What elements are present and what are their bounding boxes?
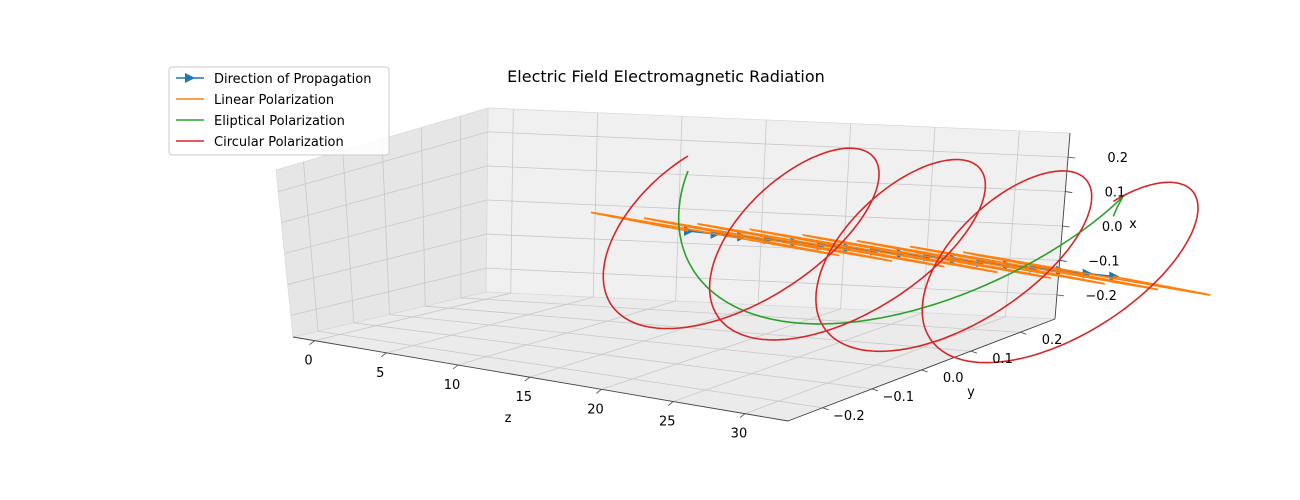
grid-line-x-side	[281, 165, 488, 223]
grid-line-y-floor	[317, 330, 823, 409]
z-tick-mark	[452, 364, 459, 370]
legend-label-propagation: Direction of Propagation	[214, 72, 372, 87]
legend-item-circular: Circular Polarization	[176, 135, 344, 150]
legend-label-circular: Circular Polarization	[214, 135, 344, 150]
z-tick-label: 25	[659, 415, 676, 430]
z-tick-mark	[596, 389, 602, 394]
series-line-linear	[590, 211, 1211, 296]
grid-line-x-side	[290, 267, 487, 316]
legend-marker-propagation	[185, 73, 195, 83]
grid-line-x-side	[284, 199, 488, 254]
x-axis-label: z	[505, 411, 512, 426]
grid-line-y-floor	[389, 314, 922, 371]
y-tick-label: 0.1	[992, 352, 1013, 367]
x-tick-label: 0.0	[1102, 220, 1123, 235]
y-tick-mark	[822, 407, 829, 411]
z-tick-label: 10	[444, 378, 461, 393]
x-tick-label: −0.1	[1088, 254, 1120, 269]
y-tick-label: −0.1	[882, 390, 914, 405]
y-tick-label: 0.2	[1042, 333, 1063, 348]
y-tick-mark	[1020, 331, 1027, 335]
grid-line-y-floor	[425, 305, 971, 352]
grid-line-x-side	[287, 233, 487, 285]
x-tick-label: −0.2	[1085, 289, 1117, 304]
x-tick-mark	[1062, 225, 1070, 228]
y-tick-label: −0.2	[833, 409, 865, 424]
y-axis-label: y	[967, 385, 975, 400]
legend-frame	[168, 66, 390, 156]
z-tick-label: 20	[587, 402, 604, 417]
z-tick-label: 30	[731, 427, 748, 442]
tick-labels: 0 5 10 15 20 25 30 −0.2 −0.1 0.0 0.1 0.2 −0.2 −0.1 0.0…	[304, 151, 1128, 442]
x-tick-mark	[1067, 156, 1076, 159]
x-tick-mark	[1059, 260, 1067, 262]
y-tick-mark	[970, 350, 978, 354]
grid-line-y-floor	[460, 297, 1021, 333]
series-line-elliptical	[677, 170, 1124, 325]
series-curves	[590, 147, 1211, 364]
grid-line-x-side	[278, 131, 488, 193]
z-tick-label: 15	[515, 390, 532, 405]
z-axis-label: x	[1129, 217, 1137, 232]
z-tick-mark	[667, 401, 674, 406]
legend-label-linear: Linear Polarization	[214, 93, 334, 108]
x-tick-mark	[1065, 191, 1073, 193]
grid-line-x-back	[486, 267, 1057, 296]
chart-title: Electric Field Electromagnetic Radiation	[507, 67, 825, 86]
x-tick-mark	[1056, 294, 1065, 297]
legend-item-elliptical: Eliptical Polarization	[176, 114, 345, 129]
y-tick-mark	[921, 369, 928, 373]
y-tick-label: 0.0	[943, 371, 964, 386]
series-line-circular	[602, 147, 1199, 364]
z-tick-mark	[309, 340, 315, 345]
grid-line-x-back	[487, 131, 1069, 158]
z-tick-label: 5	[376, 366, 384, 381]
z-tick-label: 0	[304, 354, 312, 369]
legend: Direction of Propagation Linear Polariza…	[168, 66, 390, 156]
z-axis-line	[292, 336, 789, 422]
legend-label-elliptical: Eliptical Polarization	[214, 114, 345, 129]
y-tick-mark	[871, 388, 879, 392]
z-tick-mark	[381, 352, 387, 358]
grid	[278, 109, 1069, 415]
legend-item-linear: Linear Polarization	[176, 93, 334, 108]
x-tick-label: 0.2	[1107, 151, 1128, 166]
grid-line-y-floor	[353, 322, 873, 390]
x-tick-label: 0.1	[1105, 186, 1126, 201]
z-tick-mark	[524, 376, 530, 382]
z-tick-mark	[739, 413, 746, 419]
legend-item-propagation: Direction of Propagation	[176, 72, 372, 87]
